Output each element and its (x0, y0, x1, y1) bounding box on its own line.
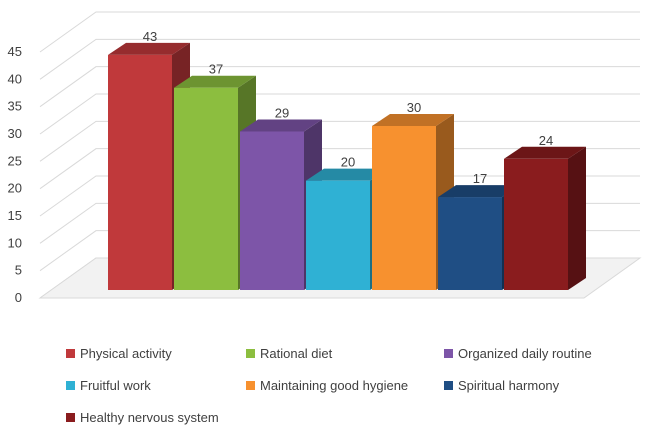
legend-label: Spiritual harmony (458, 378, 560, 393)
y-tick-label: 0 (15, 290, 22, 305)
legend-item: Organized daily routine (444, 346, 592, 361)
gridlines (39, 11, 640, 299)
gridline (39, 38, 640, 80)
y-tick-label: 15 (8, 208, 22, 223)
bar-front (372, 126, 436, 290)
legend-item: Healthy nervous system (66, 410, 219, 425)
legend-swatch (246, 381, 255, 390)
legend-swatch (66, 381, 75, 390)
bar-top (174, 75, 256, 88)
legend-label: Maintaining good hygiene (260, 378, 409, 393)
bar (504, 146, 586, 290)
gridline (39, 11, 640, 53)
legend-item: Physical activity (66, 346, 172, 361)
legend-swatch (444, 349, 453, 358)
legend-label: Organized daily routine (458, 346, 592, 361)
gridline (39, 66, 640, 108)
bar-top (108, 42, 190, 55)
y-tick-label: 35 (8, 99, 22, 114)
bar-front (174, 87, 238, 290)
legend-label: Fruitful work (80, 378, 151, 393)
bar-front (504, 158, 568, 290)
y-tick-label: 40 (8, 71, 22, 86)
bar-top (438, 185, 520, 198)
gridline (39, 93, 640, 135)
data-label: 30 (407, 100, 421, 115)
legend-swatch (66, 349, 75, 358)
data-label: 24 (539, 133, 553, 148)
bar-front (240, 131, 304, 290)
data-label: 29 (275, 105, 289, 120)
bars (108, 42, 586, 290)
legend-label: Healthy nervous system (80, 410, 219, 425)
gridline (39, 120, 640, 162)
data-label: 37 (209, 62, 223, 77)
bar-front (306, 180, 370, 290)
data-label: 43 (143, 29, 157, 44)
legend-swatch (444, 381, 453, 390)
data-labels: 43 37 29 20 30 17 24 (143, 29, 553, 186)
bar-top (240, 119, 322, 132)
bar-top (504, 146, 586, 159)
bar-top (306, 168, 388, 181)
legend-item: Maintaining good hygiene (246, 378, 408, 393)
legend-item: Spiritual harmony (444, 378, 559, 393)
bar-top (372, 114, 454, 126)
legend-item: Fruitful work (66, 378, 151, 393)
y-tick-label: 5 (15, 263, 22, 278)
bar-front (438, 197, 502, 290)
legend-label: Physical activity (80, 346, 172, 361)
data-label: 20 (341, 155, 355, 170)
y-tick-label: 10 (8, 235, 22, 250)
legend-item: Rational diet (246, 346, 332, 361)
y-axis-ticks: 0 5 10 15 20 25 30 35 40 45 (8, 44, 22, 305)
legend-swatch (66, 413, 75, 422)
bar-side (568, 146, 586, 290)
y-tick-label: 25 (8, 153, 22, 168)
y-tick-label: 45 (8, 44, 22, 59)
legend-label: Rational diet (260, 346, 333, 361)
bar-chart: 0 5 10 15 20 25 30 35 40 45 43 37 29 20 30 17 24 (8, 11, 642, 305)
y-tick-label: 20 (8, 181, 22, 196)
data-label: 17 (473, 171, 487, 186)
gridline (39, 175, 640, 217)
y-tick-label: 30 (8, 126, 22, 141)
gridline (39, 148, 640, 190)
legend-swatch (246, 349, 255, 358)
bar-front (108, 54, 172, 290)
